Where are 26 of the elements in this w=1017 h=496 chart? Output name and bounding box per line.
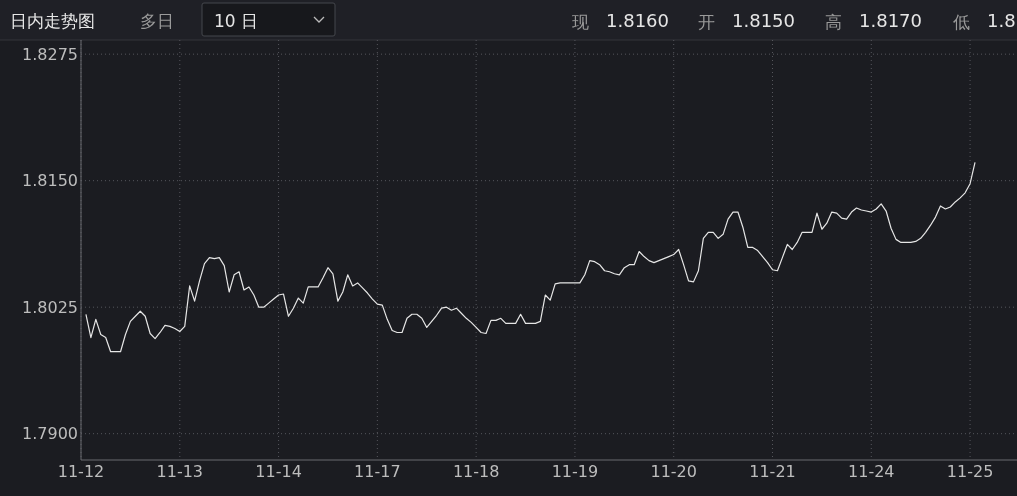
text: 现	[572, 12, 589, 32]
x-tick-label: 11-17	[354, 462, 401, 481]
x-tick-label: 11-20	[650, 462, 697, 481]
text: 开	[698, 12, 715, 32]
y-tick-label: 1.7900	[22, 424, 78, 444]
x-tick-label: 11-18	[452, 462, 500, 481]
x-tick-label: 11-24	[848, 462, 895, 481]
y-tick-label: 1.8275	[22, 44, 78, 64]
text: 多日	[140, 11, 174, 31]
x-tick-label: 11-13	[156, 462, 204, 481]
text: 高	[825, 12, 842, 32]
text: 1.8170	[859, 10, 922, 31]
text: 10 日	[214, 11, 259, 31]
line-series	[85, 161, 976, 353]
text: 低	[953, 12, 970, 32]
text: 1.8150	[732, 10, 795, 31]
x-tick-label: 11-19	[551, 462, 599, 481]
x-tick-label: 11-14	[255, 462, 302, 481]
x-tick-label: 11-12	[57, 462, 105, 481]
y-tick-label: 1.8025	[22, 297, 78, 317]
text: 1.8	[987, 10, 1016, 31]
x-tick-label: 11-21	[749, 462, 796, 481]
x-tick-label: 11-25	[946, 462, 994, 481]
text: 1.8160	[606, 10, 669, 31]
y-tick-label: 1.8150	[22, 171, 78, 191]
chart-title: 日内走势图	[10, 11, 95, 31]
